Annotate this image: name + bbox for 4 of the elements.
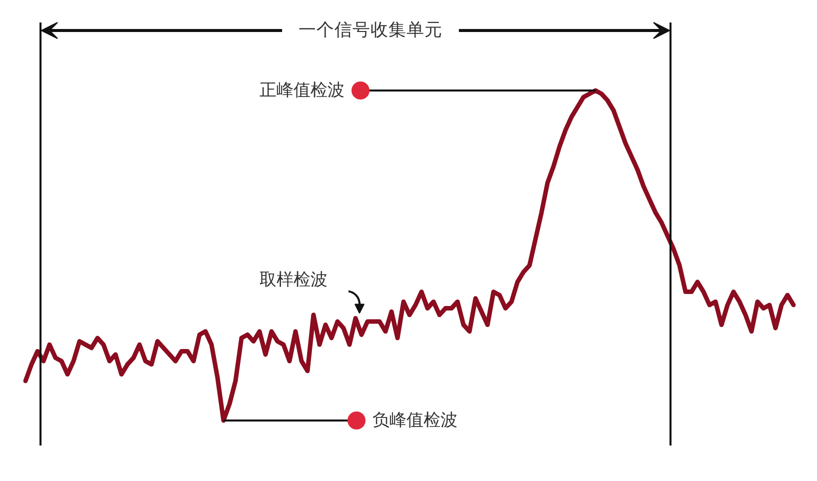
annotation: 负峰值检波 bbox=[372, 410, 458, 430]
text: 一个信号收集单元 bbox=[298, 20, 442, 40]
annotation: 取样检波 bbox=[260, 270, 328, 290]
annotation: 正峰值检波 bbox=[260, 80, 344, 100]
